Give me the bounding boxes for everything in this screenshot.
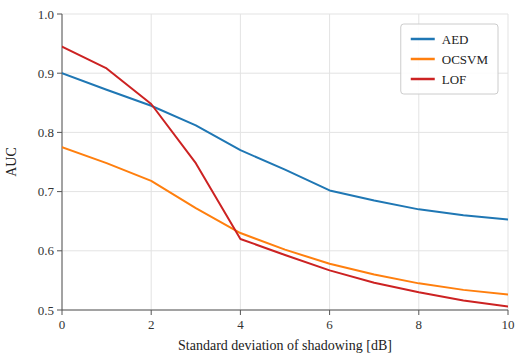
- grid-line: [240, 14, 241, 310]
- tick-label: 1.0: [38, 7, 54, 22]
- legend-label: LOF: [442, 72, 467, 87]
- y-axis-label: AUC: [4, 147, 19, 177]
- x-axis-line: [62, 310, 508, 311]
- tick-label: 8: [416, 317, 423, 332]
- legend-swatch: [411, 78, 435, 81]
- tick: [57, 310, 62, 311]
- tick: [57, 250, 62, 251]
- x-axis-label: Standard deviation of shadowing [dB]: [178, 338, 392, 353]
- grid-line: [62, 14, 63, 310]
- tick: [57, 14, 62, 15]
- tick: [57, 132, 62, 133]
- tick: [62, 310, 63, 315]
- tick-label: 4: [237, 317, 244, 332]
- tick-label: 0.6: [38, 243, 55, 258]
- legend: AED OCSVM LOF: [401, 24, 498, 94]
- tick: [329, 310, 330, 315]
- page: {"chart_data": { "type": "line", "xlabel…: [0, 0, 524, 360]
- tick-label: 0.5: [38, 303, 54, 318]
- tick-label: 0.7: [38, 184, 55, 199]
- legend-swatch: [411, 58, 435, 61]
- series-line: [62, 73, 508, 219]
- legend-box: [401, 24, 498, 94]
- legend-label: AED: [442, 32, 469, 47]
- grid-line: [151, 14, 152, 310]
- axes: 0 2 4 6 8 10 0.5 0.6 0.7 0.8 0.9 1.0: [38, 7, 515, 333]
- tick-label: 10: [502, 317, 515, 332]
- tick: [57, 73, 62, 74]
- legend-swatch: [411, 38, 435, 41]
- tick-label: 2: [148, 317, 155, 332]
- y-axis-line: [62, 14, 63, 310]
- tick: [151, 310, 152, 315]
- tick-label: 0: [59, 317, 66, 332]
- series-line: [62, 47, 508, 307]
- grid-line: [62, 14, 508, 15]
- tick: [240, 310, 241, 315]
- tick: [57, 191, 62, 192]
- background: [0, 0, 524, 360]
- series-group: [62, 47, 508, 307]
- legend-label: OCSVM: [442, 52, 489, 67]
- grid-line: [508, 14, 509, 310]
- grid-line: [62, 191, 508, 192]
- chart: 0 2 4 6 8 10 0.5 0.6 0.7 0.8 0.9 1.0 Standard deviat…: [0, 0, 524, 360]
- tick: [508, 310, 509, 315]
- grid-line: [62, 310, 508, 311]
- grid-line: [62, 132, 508, 133]
- tick-label: 0.9: [38, 66, 54, 81]
- tick: [418, 310, 419, 315]
- grid-line: [329, 14, 330, 310]
- tick-label: 6: [326, 317, 333, 332]
- series-line: [62, 147, 508, 294]
- tick-label: 0.8: [38, 125, 54, 140]
- grid: [62, 14, 508, 310]
